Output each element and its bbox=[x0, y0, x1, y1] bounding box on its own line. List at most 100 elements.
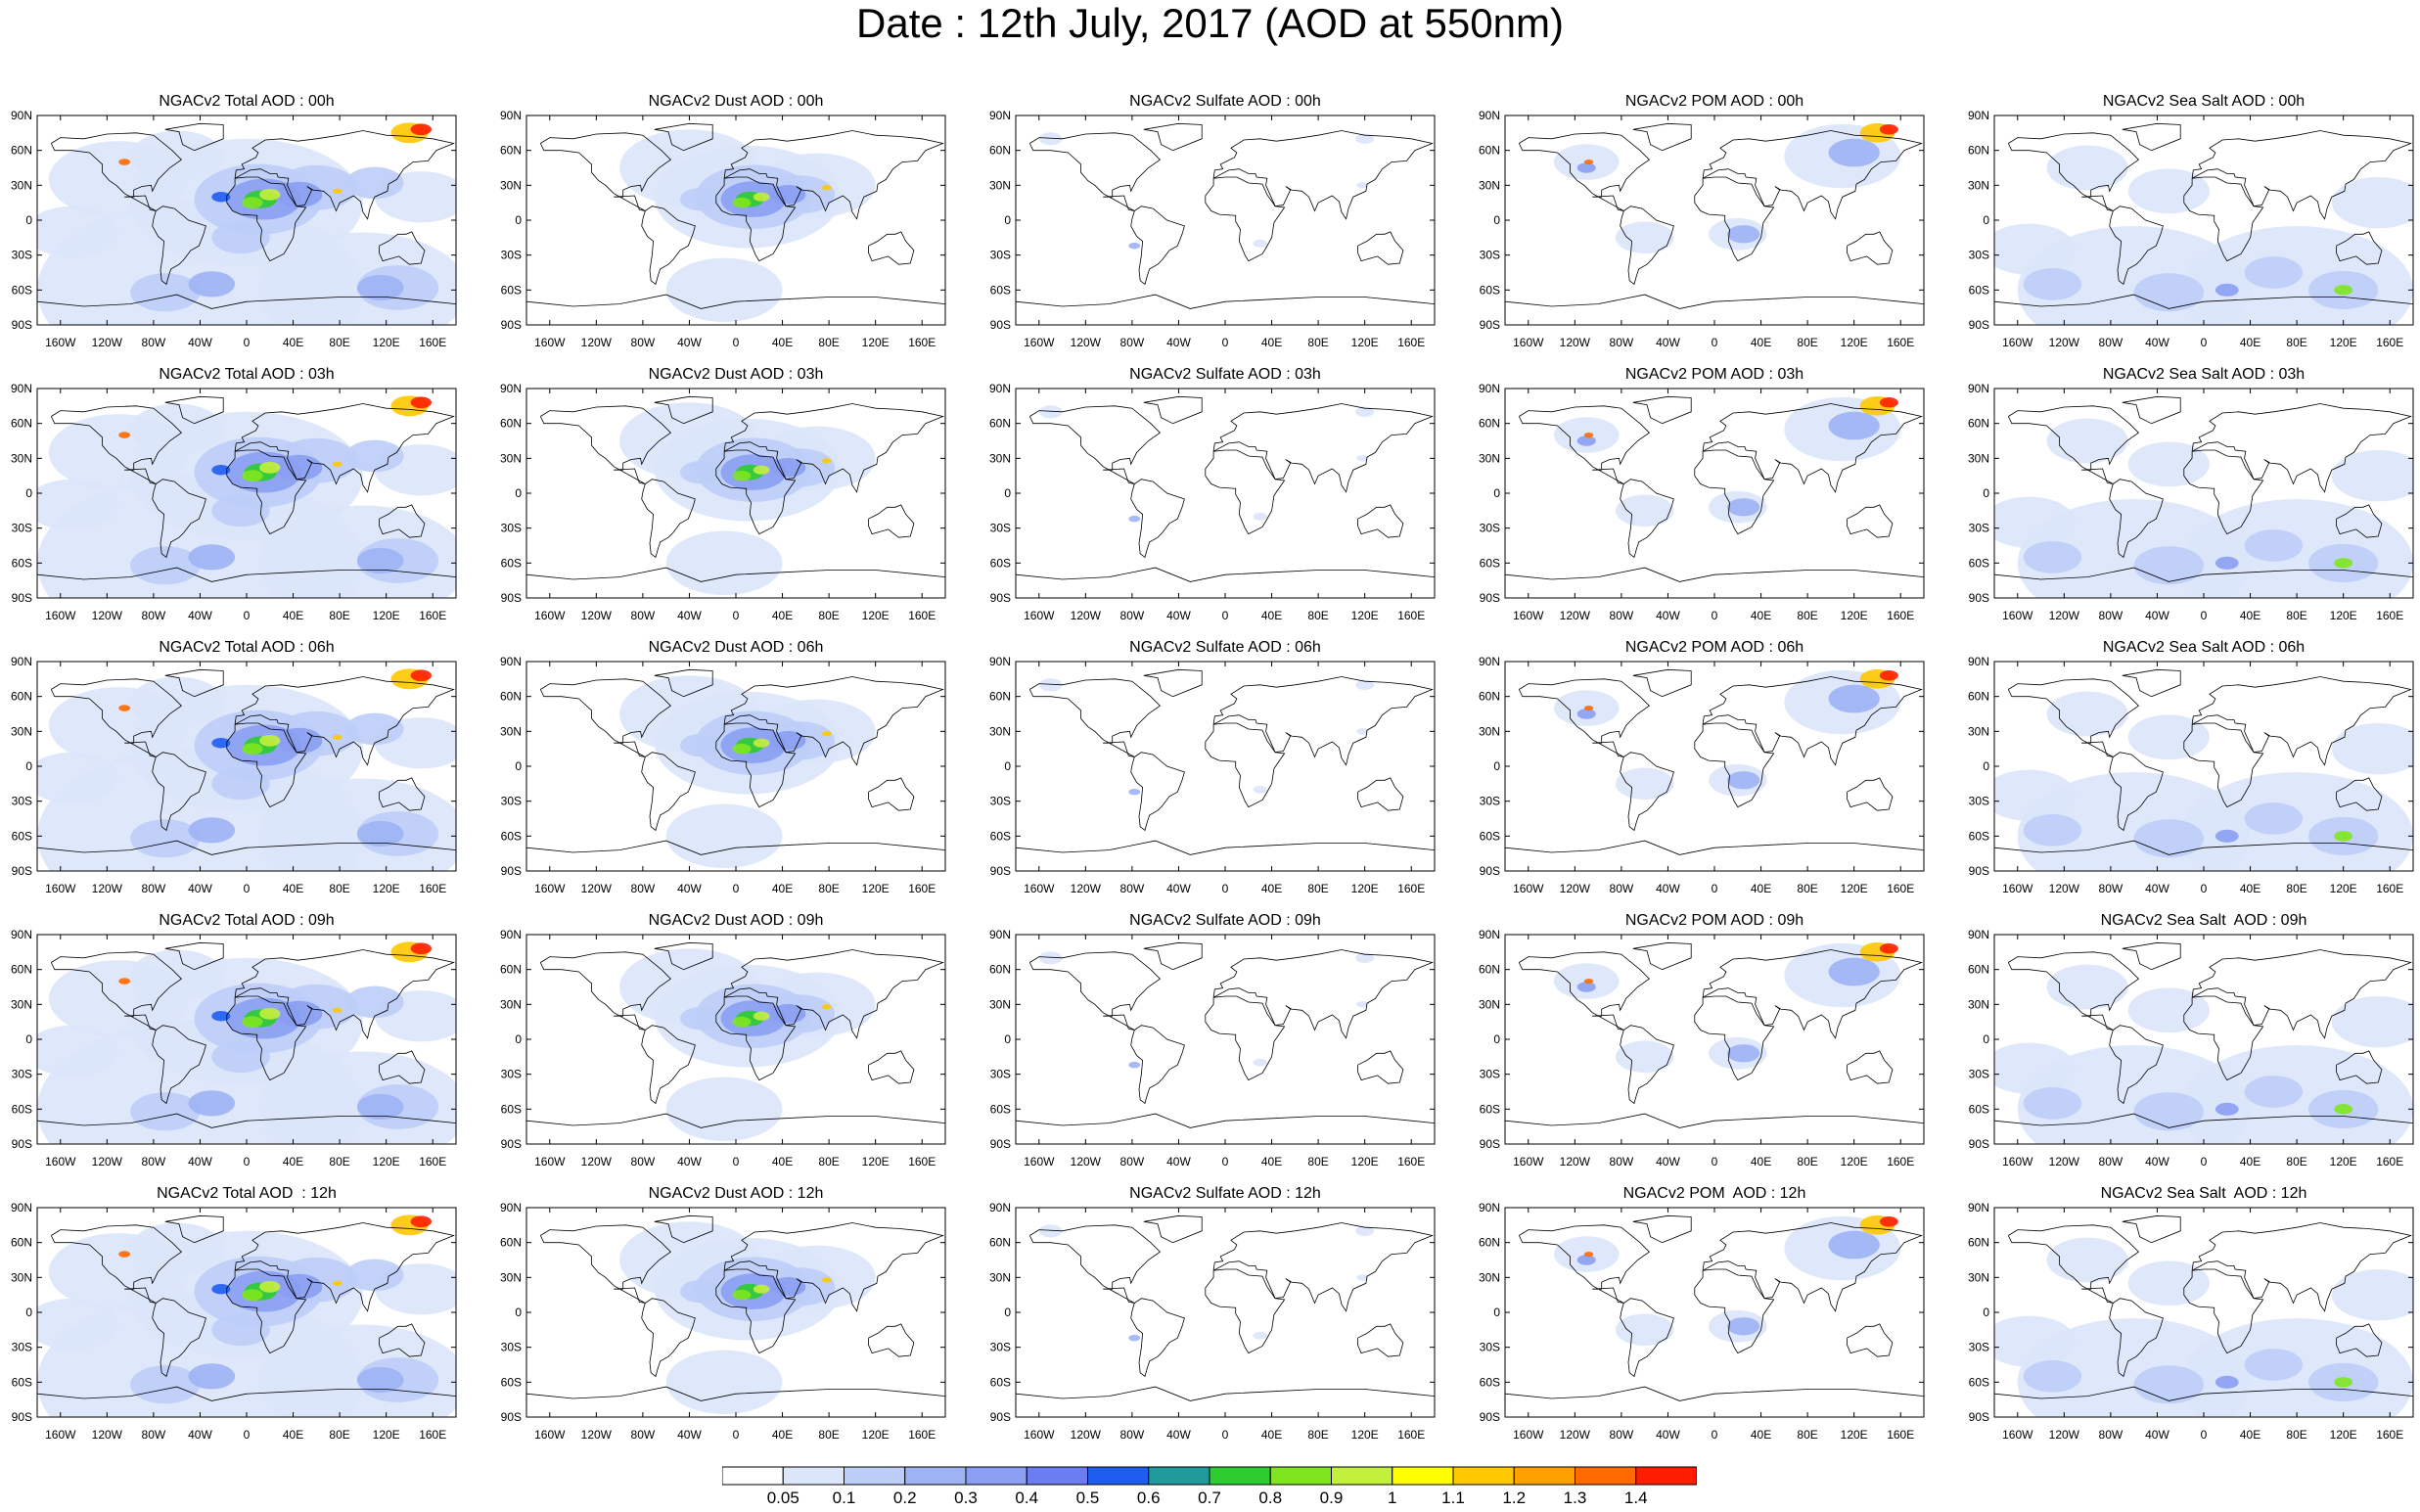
coastline bbox=[152, 1298, 206, 1378]
lat-tick-label: 90N bbox=[11, 109, 32, 122]
map-panel-seasalt-00: NGACv2 Sea Salt AOD : 00h 90N 60N 30N 0 30S 60… bbox=[1957, 92, 2420, 366]
lat-tick-label: 0 bbox=[515, 1032, 522, 1046]
coastline bbox=[1143, 1214, 1203, 1244]
lon-tick-label: 40E bbox=[2240, 1428, 2260, 1442]
aod-patch bbox=[410, 669, 433, 682]
lat-tick-label: 30S bbox=[1480, 1341, 1500, 1354]
lon-tick-label: 80W bbox=[631, 609, 656, 622]
aod-patch bbox=[770, 1004, 806, 1024]
aod-field bbox=[1016, 389, 1435, 598]
aod-patch bbox=[275, 727, 323, 754]
coastline bbox=[50, 405, 183, 484]
aod-patch bbox=[332, 734, 342, 740]
aod-patch bbox=[821, 458, 832, 464]
aod-patch bbox=[1576, 162, 1596, 173]
lon-tick-label: 120E bbox=[1351, 882, 1379, 895]
coastline bbox=[1994, 840, 2413, 855]
aod-patch bbox=[1355, 1225, 1375, 1237]
lon-tick-label: 160W bbox=[534, 882, 566, 895]
lat-tick-label: 90N bbox=[500, 1201, 522, 1214]
map-plot: 90N 60N 30N 0 30S 60S 90S 160W 120W 80W 40W 0 40E 80E… bbox=[989, 655, 1436, 895]
lat-tick-label: 90S bbox=[501, 1137, 522, 1151]
coastline bbox=[50, 132, 183, 211]
aod-field bbox=[1505, 115, 1924, 325]
lon-tick-label: 160W bbox=[534, 1155, 566, 1168]
lat-tick-label: 30N bbox=[11, 451, 32, 465]
coastline bbox=[2122, 1214, 2181, 1244]
map-panel-seasalt-06: NGACv2 Sea Salt AOD : 06h 90N 60N 30N 0 30S 60… bbox=[1957, 638, 2420, 912]
aod-patch bbox=[118, 1251, 131, 1258]
aod-patch bbox=[1253, 1058, 1267, 1067]
aod-patch bbox=[770, 731, 806, 751]
coastline bbox=[1016, 294, 1435, 309]
lon-tick-label: 120W bbox=[1560, 336, 1591, 349]
lon-tick-label: 120W bbox=[1071, 882, 1102, 895]
coastline bbox=[641, 206, 696, 286]
lon-tick-label: 120W bbox=[1071, 336, 1102, 349]
lon-tick-label: 40W bbox=[188, 609, 212, 622]
aod-patch bbox=[130, 273, 201, 312]
lat-tick-label: 30N bbox=[1479, 1270, 1500, 1284]
lat-tick-label: 0 bbox=[1983, 1032, 1989, 1046]
coastline bbox=[37, 294, 456, 309]
lat-tick-label: 0 bbox=[1493, 759, 1500, 773]
aod-patch bbox=[2133, 546, 2204, 585]
lat-tick-label: 0 bbox=[25, 213, 32, 227]
coastline bbox=[152, 479, 206, 559]
colorbar-label: 1.4 bbox=[1624, 1489, 1648, 1507]
coastline bbox=[152, 752, 206, 832]
coastline bbox=[37, 1386, 456, 1401]
coastline bbox=[226, 995, 307, 1081]
lat-tick-label: 60S bbox=[990, 283, 1011, 297]
aod-patch bbox=[37, 479, 119, 531]
lat-tick-label: 30N bbox=[1968, 451, 1989, 465]
aod-patch bbox=[1356, 1274, 1369, 1281]
lat-tick-label: 90S bbox=[1969, 864, 1989, 878]
aod-patch bbox=[679, 1006, 722, 1031]
coastline bbox=[1028, 951, 1162, 1031]
lat-tick-label: 90N bbox=[989, 928, 1011, 941]
coastline bbox=[1016, 840, 1435, 855]
lon-tick-label: 160W bbox=[45, 1155, 76, 1168]
aod-patch bbox=[242, 197, 263, 209]
map-panel-dust-12: NGACv2 Dust AOD : 12h 90N 60N 30N 0 30S 60S 90S… bbox=[489, 1184, 969, 1458]
lat-tick-label: 30S bbox=[12, 1341, 32, 1354]
lon-tick-label: 120E bbox=[862, 609, 890, 622]
coastline bbox=[1505, 294, 1924, 309]
aod-patch bbox=[1828, 411, 1880, 440]
map-plot: 90N 60N 30N 0 30S 60S 90S 160W 120W 80W 40W 0 40E 80E… bbox=[500, 109, 946, 349]
aod-field bbox=[1505, 662, 1924, 871]
lon-tick-label: 120E bbox=[1351, 1428, 1379, 1442]
lon-tick-label: 120W bbox=[92, 1155, 123, 1168]
coastline bbox=[641, 479, 696, 559]
aod-patch bbox=[2215, 1102, 2239, 1116]
lat-tick-label: 30S bbox=[1480, 249, 1500, 262]
panel-title: NGACv2 Dust AOD : 06h bbox=[648, 639, 824, 656]
colorbar-swatch bbox=[1452, 1466, 1515, 1486]
lon-tick-label: 120W bbox=[92, 336, 123, 349]
lon-tick-label: 160E bbox=[419, 1155, 446, 1168]
aod-patch bbox=[211, 767, 270, 801]
lat-tick-label: 60N bbox=[1968, 144, 1989, 158]
aod-field bbox=[526, 935, 945, 1144]
lon-tick-label: 40W bbox=[677, 1428, 702, 1442]
lon-tick-label: 160W bbox=[534, 1428, 566, 1442]
lat-tick-label: 90S bbox=[1969, 591, 1989, 605]
aod-patch bbox=[2331, 450, 2413, 502]
lon-tick-label: 160W bbox=[1024, 336, 1055, 349]
aod-field bbox=[1016, 935, 1435, 1144]
lat-tick-label: 30S bbox=[1969, 1341, 1989, 1354]
coastline bbox=[1357, 1050, 1404, 1084]
lat-tick-label: 90N bbox=[1968, 109, 1989, 122]
aod-patch bbox=[2023, 1087, 2082, 1120]
aod-patch bbox=[665, 1077, 783, 1142]
lon-tick-label: 40W bbox=[1166, 609, 1191, 622]
coastline bbox=[2122, 122, 2181, 152]
aod-patch bbox=[732, 470, 752, 481]
lon-tick-label: 40E bbox=[283, 882, 303, 895]
map-plot: 90N 60N 30N 0 30S 60S 90S 160W 120W 80W 40W 0 40E 80E… bbox=[1479, 928, 1925, 1168]
figure-title: Date : 12th July, 2017 (AOD at 550nm) bbox=[856, 0, 1564, 46]
lon-tick-label: 0 bbox=[1712, 1155, 1718, 1168]
aod-field bbox=[1505, 389, 1924, 598]
